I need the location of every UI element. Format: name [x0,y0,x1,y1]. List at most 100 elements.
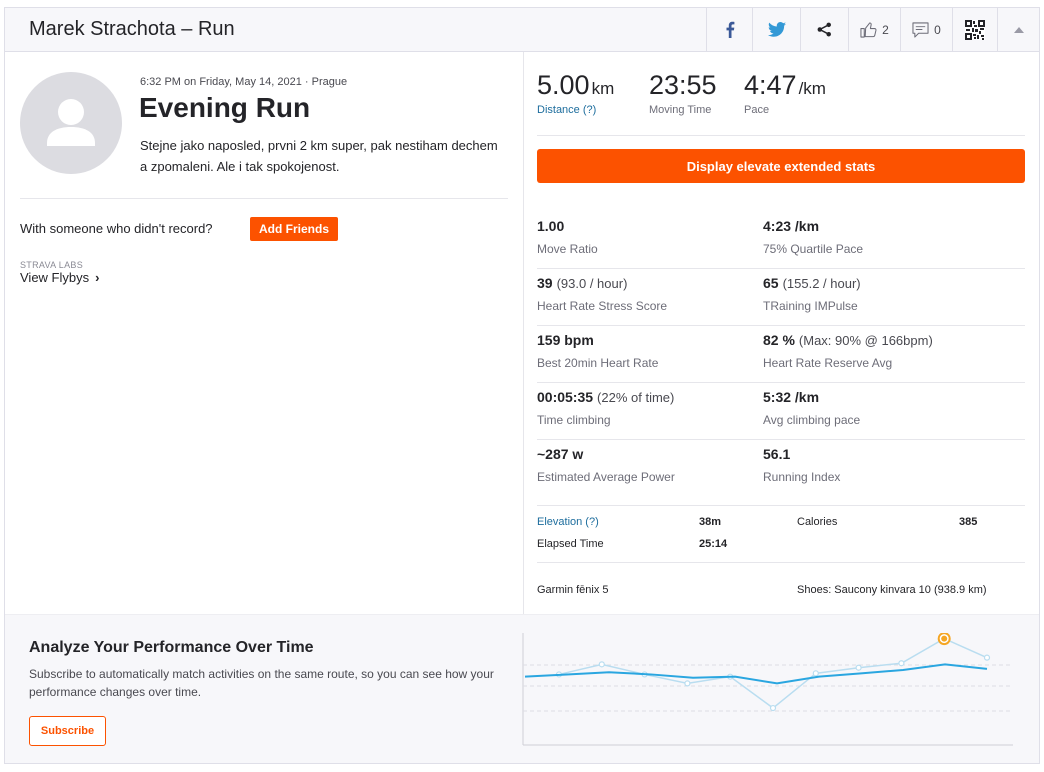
stat-label: Estimated Average Power [537,470,675,484]
kudos-count: 2 [882,22,889,37]
upsell-title: Analyze Your Performance Over Time [29,639,314,656]
pace-value: 4:47 [744,70,797,100]
qr-code-icon [965,19,985,40]
shoes-info[interactable]: Shoes: Saucony kinvara 10 (938.9 km) [797,584,987,596]
stat-value-main: 39 [537,275,553,291]
stat-value: 56.1 [763,446,1003,462]
performance-upsell: Analyze Your Performance Over Time Subsc… [5,614,1039,763]
twitter-share-button[interactable] [752,8,800,51]
extended-stat: 65 (155.2 / hour) TRaining IMPulse [763,275,1003,313]
stat-value: 39 (93.0 / hour) [537,275,777,291]
stat-value-main: 82 % [763,332,795,348]
stat-value-extra: (155.2 / hour) [782,276,861,291]
upsell-text: Subscribe to automatically match activit… [29,667,494,699]
elevation-help-link[interactable]: Elevation (?) [537,516,599,528]
page-title: Marek Strachota – Run [29,18,235,40]
data-point [983,654,991,661]
series-line-main [524,663,988,685]
performance-chart [522,633,1013,746]
divider [20,198,508,199]
divider [537,439,1025,440]
stat-value-main: 00:05:35 [537,389,594,405]
calories-value: 385 [959,516,978,528]
extended-stat: 159 bpm Best 20min Heart Rate [537,332,777,370]
stat-value-extra: (93.0 / hour) [556,276,628,291]
stat-value: 4:23 /km [763,218,1003,234]
extended-stat: 1.00 Move Ratio [537,218,777,256]
extended-stat: ~287 w Estimated Average Power [537,446,777,484]
moving-time-value: 23:55 [649,70,717,100]
pace-label: Pace [744,104,770,116]
stat-value: 159 bpm [537,332,777,348]
stat-value: 00:05:35 (22% of time) [537,389,777,405]
view-flybys-link[interactable]: View Flybys › [20,270,99,285]
data-point [769,704,777,712]
stat-value: 1.00 [537,218,777,234]
extended-stat: 56.1 Running Index [763,446,1003,484]
divider [537,382,1025,383]
data-point [598,661,605,668]
stat-value-main: 159 bpm [537,332,594,348]
moving-time-label: Moving Time [649,104,712,116]
data-point [812,670,819,677]
extended-stat: 00:05:35 (22% of time) Time climbing [537,389,777,427]
moving-time-stat: 23:55 Moving Time [649,70,717,116]
data-point [855,664,862,671]
highlight-point-center [941,635,948,642]
qr-code-button[interactable] [952,8,997,51]
stat-value-extra: (Max: 90% @ 166bpm) [798,333,933,348]
pace-stat: 4:47/km Pace [744,70,826,116]
divider [537,505,1025,506]
subscribe-button[interactable]: Subscribe [29,716,106,746]
activity-datetime: 6:32 PM on Friday, May 14, 2021 · Prague [140,76,348,88]
stat-value: ~287 w [537,446,777,462]
stat-label: Avg climbing pace [763,413,861,427]
stat-value-main: 65 [763,275,779,291]
extended-stat: 4:23 /km 75% Quartile Pace [763,218,1003,256]
stat-label: 75% Quartile Pace [763,242,864,256]
divider [537,325,1025,326]
stat-value-main: 1.00 [537,218,565,234]
stat-value: 82 % (Max: 90% @ 166bpm) [763,332,1003,348]
data-point [684,680,691,687]
with-someone-prompt: With someone who didn't record? [20,221,213,236]
collapse-button[interactable] [997,8,1039,51]
stat-label: Heart Rate Reserve Avg [763,356,893,370]
stat-value-main: ~287 w [537,446,584,462]
stat-label: Move Ratio [537,242,598,256]
kudos-button[interactable]: 2 [848,8,900,51]
activity-summary-left: 6:32 PM on Friday, May 14, 2021 · Prague… [5,52,523,614]
divider [537,135,1025,136]
pace-unit: /km [798,79,826,98]
elevate-extended-stats-button[interactable]: Display elevate extended stats [537,149,1025,183]
activity-description: Stejne jako naposled, prvni 2 km super, … [140,138,498,174]
elapsed-time-label: Elapsed Time [537,538,604,550]
stat-label: TRaining IMPulse [763,299,858,313]
strava-labs-label: STRAVA LABS [20,260,83,270]
comment-icon [912,21,929,38]
comments-button[interactable]: 0 [900,8,952,51]
activity-page: Marek Strachota – Run 2 0 [4,7,1040,764]
stat-value-main: 5:32 /km [763,389,820,405]
stat-label: Best 20min Heart Rate [537,356,659,370]
extended-stat: 39 (93.0 / hour) Heart Rate Stress Score [537,275,777,313]
stat-value-main: 4:23 /km [763,218,820,234]
athlete-avatar[interactable] [20,72,122,174]
view-flybys-label: View Flybys [20,270,90,285]
extended-stat: 5:32 /km Avg climbing pace [763,389,1003,427]
activity-header: Marek Strachota – Run 2 0 [5,8,1039,52]
distance-value: 5.00 [537,70,590,100]
divider [537,268,1025,269]
share-button[interactable] [800,8,848,51]
distance-help-link[interactable]: Distance (?) [537,104,597,116]
caret-up-icon [1013,26,1024,33]
stat-value: 65 (155.2 / hour) [763,275,1003,291]
distance-unit: km [591,79,615,98]
elevation-value: 38m [699,516,722,528]
twitter-icon [767,22,786,37]
comments-count: 0 [934,22,941,37]
stat-value: 5:32 /km [763,389,1003,405]
add-friends-button[interactable]: Add Friends [250,217,338,241]
device-name: Garmin fēnix 5 [537,584,609,596]
facebook-share-button[interactable] [706,8,752,51]
